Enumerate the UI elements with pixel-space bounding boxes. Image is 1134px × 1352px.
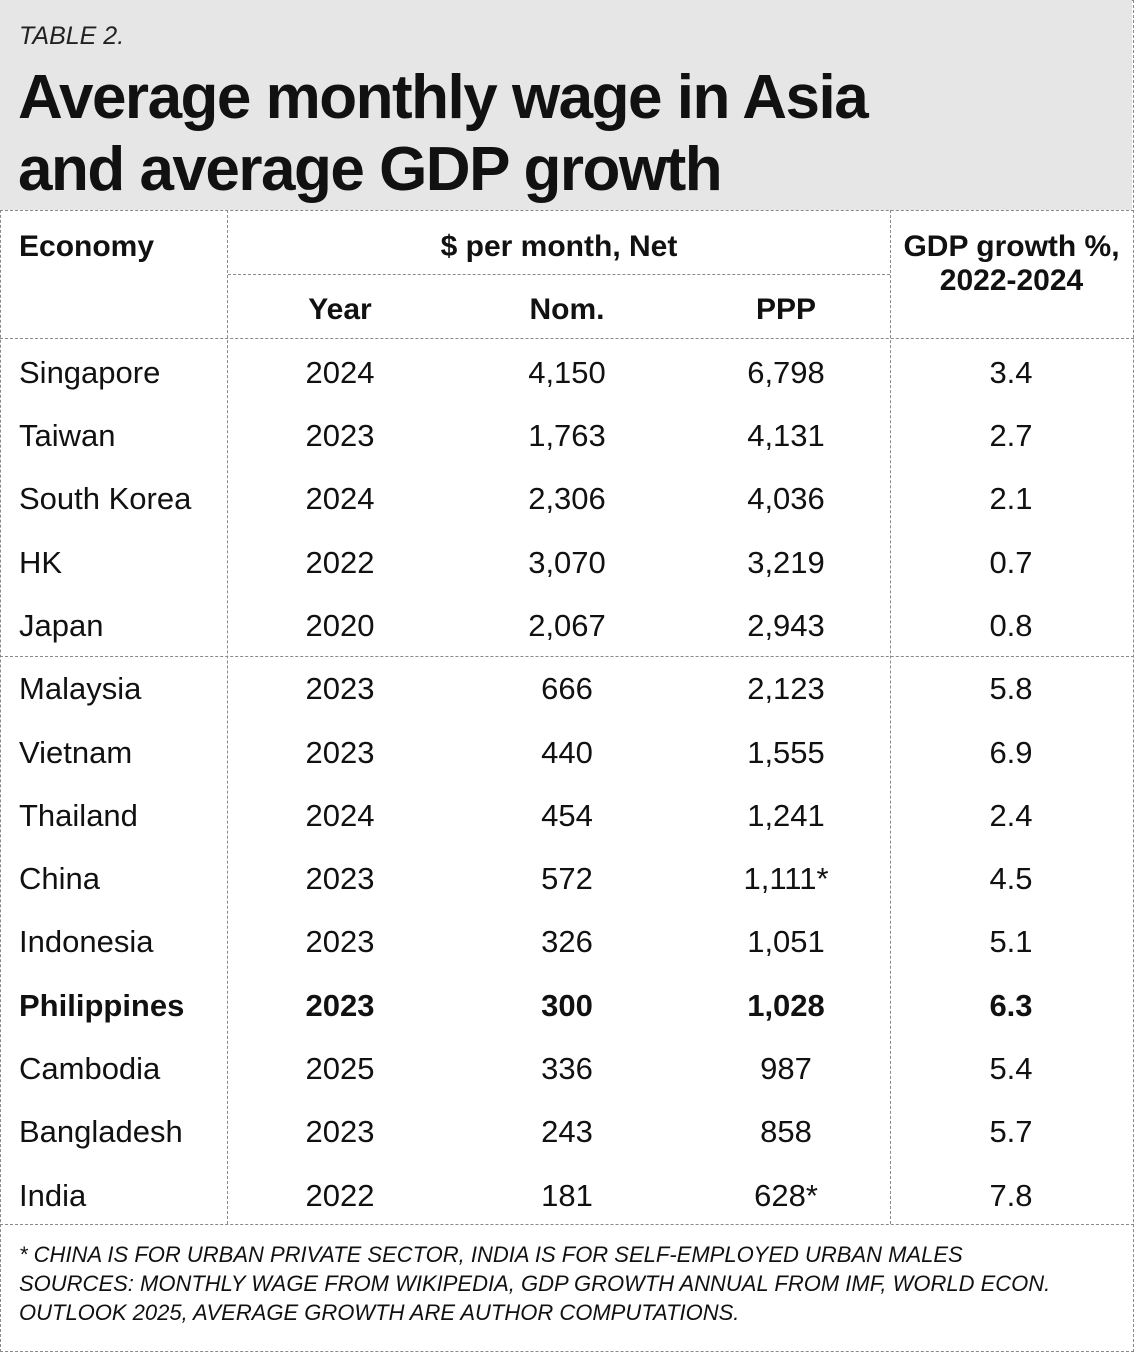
cell-ppp: 1,111* [743,861,829,896]
header-gdp-line-2: 2022-2024 [939,264,1084,297]
cell-gdp: 5.4 [989,1051,1033,1086]
cell-year: 2025 [305,1051,375,1086]
cell-gdp: 5.1 [989,924,1033,959]
cell-year: 2023 [305,1114,375,1149]
cell-ppp: 858 [760,1114,812,1149]
cell-economy: Singapore [19,355,161,390]
header-rule [0,210,1134,211]
cell-year: 2020 [305,608,375,643]
cell-economy: Japan [19,608,104,643]
cell-ppp: 1,028 [747,988,825,1023]
cell-year: 2023 [305,735,375,770]
cell-economy: India [19,1178,87,1213]
cell-nom: 454 [541,798,593,833]
title-line-2: and average GDP growth [18,135,723,204]
cell-nom: 440 [541,735,593,770]
cell-nom: 243 [541,1114,593,1149]
footnote-line-3: OUTLOOK 2025, AVERAGE GROWTH ARE AUTHOR … [19,1300,740,1325]
header-gdp-growth: GDP growth %, 2022-2024 [891,230,1132,298]
cell-economy: HK [19,545,63,580]
cell-economy: Taiwan [19,418,116,453]
cell-economy: Bangladesh [19,1114,183,1149]
gdp-column-rule [890,210,891,1224]
cell-economy: Cambodia [19,1051,161,1086]
cell-economy: Malaysia [19,671,142,706]
title-line-1: Average monthly wage in Asia [18,63,869,132]
header-nom: Nom. [529,293,605,326]
table-title: Average monthly wage in Asia and average… [18,62,869,206]
header-per-month: $ per month, Net [440,230,678,263]
cell-nom: 4,150 [528,355,606,390]
header-gdp-line-1: GDP growth %, [903,230,1120,263]
cell-gdp: 0.8 [989,608,1033,643]
cell-year: 2024 [305,798,375,833]
footnote-line-2: SOURCES: MONTHLY WAGE FROM WIKIPEDIA, GD… [19,1271,1051,1296]
table-label: TABLE 2. [19,22,125,50]
footnote-line-1: * CHINA IS FOR URBAN PRIVATE SECTOR, IND… [19,1242,963,1267]
cell-ppp: 4,131 [747,418,825,453]
cell-year: 2024 [305,481,375,516]
cell-year: 2023 [305,988,375,1023]
table-bottom-rule [0,1224,1134,1225]
cell-economy: Vietnam [19,735,133,770]
cell-ppp: 4,036 [747,481,825,516]
cell-ppp: 628* [754,1178,818,1213]
cell-gdp: 5.8 [989,671,1033,706]
cell-nom: 2,306 [528,481,606,516]
cell-nom: 2,067 [528,608,606,643]
cell-gdp: 3.4 [989,355,1033,390]
cell-gdp: 6.9 [989,735,1033,770]
cell-nom: 336 [541,1051,593,1086]
cell-ppp: 1,051 [747,924,825,959]
cell-gdp: 2.4 [989,798,1033,833]
cell-ppp: 1,241 [747,798,825,833]
cell-economy: South Korea [19,481,192,516]
cell-gdp: 0.7 [989,545,1033,580]
cell-gdp: 6.3 [989,988,1033,1023]
cell-ppp: 987 [760,1051,812,1086]
cell-ppp: 3,219 [747,545,825,580]
table-header-band: TABLE 2. Average monthly wage in Asia an… [0,0,1132,210]
cell-year: 2024 [305,355,375,390]
header-economy: Economy [19,230,155,263]
cell-gdp: 2.1 [989,481,1033,516]
cell-economy: Thailand [19,798,138,833]
cell-gdp: 4.5 [989,861,1033,896]
cell-year: 2023 [305,924,375,959]
cell-nom: 1,763 [528,418,606,453]
cell-gdp: 5.7 [989,1114,1033,1149]
cell-ppp: 1,555 [747,735,825,770]
cell-nom: 326 [541,924,593,959]
cell-nom: 3,070 [528,545,606,580]
economy-column-rule [227,210,228,1224]
cell-economy: Indonesia [19,924,154,959]
cell-nom: 181 [541,1178,593,1213]
cell-ppp: 6,798 [747,355,825,390]
cell-gdp: 7.8 [989,1178,1033,1213]
group-divider-rule [0,656,1134,657]
header-ppp: PPP [755,293,817,326]
cell-year: 2022 [305,1178,375,1213]
cell-gdp: 2.7 [989,418,1033,453]
cell-nom: 300 [541,988,593,1023]
cell-ppp: 2,943 [747,608,825,643]
cell-year: 2023 [305,418,375,453]
cell-economy: Philippines [19,988,185,1023]
cell-nom: 572 [541,861,593,896]
cell-ppp: 2,123 [747,671,825,706]
header-year: Year [308,293,372,326]
footnotes: * CHINA IS FOR URBAN PRIVATE SECTOR, IND… [19,1240,1119,1327]
cell-nom: 666 [541,671,593,706]
group-rule [228,274,890,275]
cell-economy: China [19,861,100,896]
cell-year: 2022 [305,545,375,580]
column-header-rule [0,338,1134,339]
cell-year: 2023 [305,861,375,896]
cell-year: 2023 [305,671,375,706]
